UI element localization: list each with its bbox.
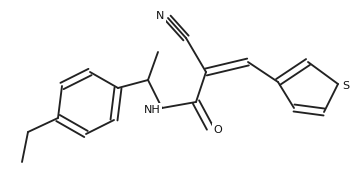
Text: S: S bbox=[342, 81, 350, 91]
Text: O: O bbox=[214, 125, 222, 135]
Text: N: N bbox=[156, 11, 164, 21]
Text: NH: NH bbox=[144, 105, 160, 115]
